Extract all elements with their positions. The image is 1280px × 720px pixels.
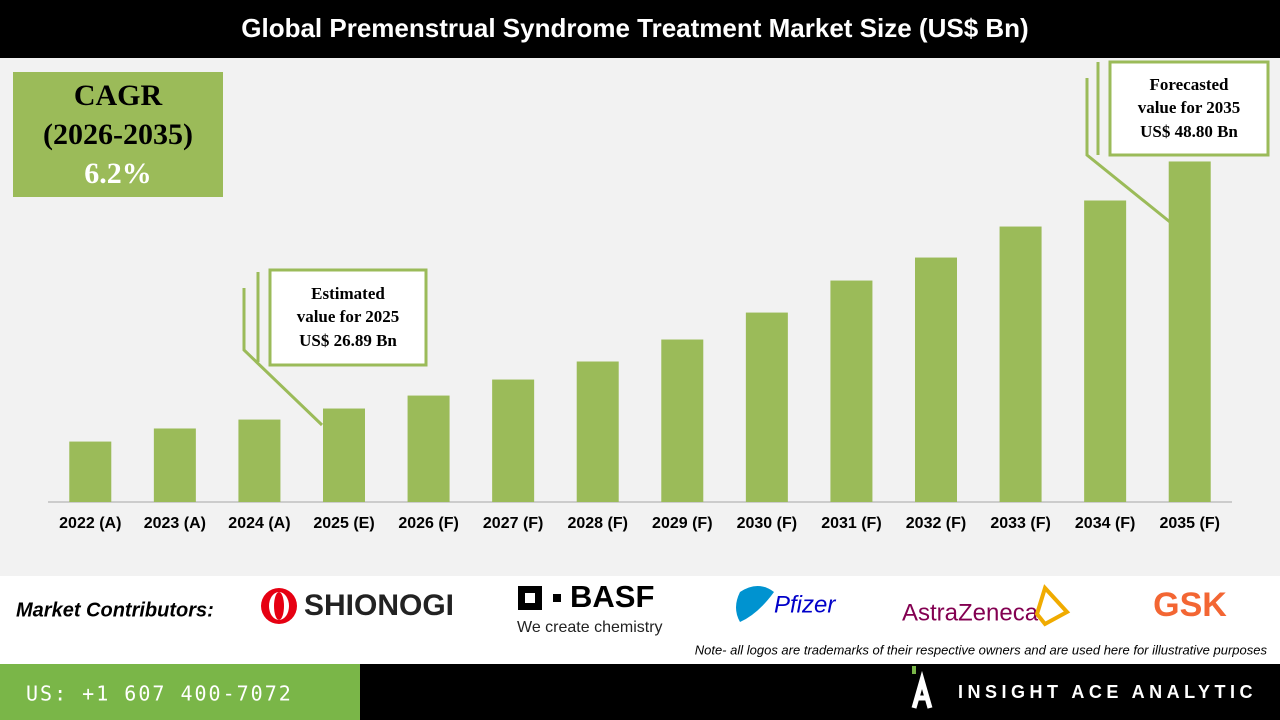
x-tick-label: 2031 (F): [821, 515, 881, 532]
x-tick-label: 2023 (A): [144, 515, 206, 532]
bar: [492, 379, 535, 502]
annotation: US$ 26.89 Bn: [299, 331, 397, 350]
logo-bg: [1135, 576, 1245, 636]
annotation: Estimated: [311, 284, 385, 303]
logo-mark: [274, 592, 284, 620]
brand: INSIGHT ACE ANALYTIC: [958, 682, 1257, 702]
logo-mark: [525, 593, 535, 603]
x-tick-label: 2027 (F): [483, 515, 543, 532]
x-tick-label: 2035 (F): [1159, 515, 1219, 532]
bar: [69, 441, 112, 502]
bar: [323, 408, 365, 502]
x-tick-label: 2033 (F): [990, 515, 1050, 532]
note: Note- all logos are trademarks of their …: [695, 642, 1268, 657]
bar: [745, 312, 788, 502]
x-tick-label: 2025 (E): [313, 515, 374, 532]
contributors-label: Market Contributors:: [16, 599, 214, 621]
bars: 2022 (A) 2023 (A) 2024 (A) 2025 (E) 2026 (F)…: [59, 161, 1220, 532]
bar: [238, 419, 281, 502]
callout-line: [242, 288, 324, 427]
callout-line: [1085, 78, 1171, 224]
x-tick-label: 2034 (F): [1075, 515, 1135, 532]
logo-basf: BASF: [570, 579, 654, 614]
bar: [1168, 161, 1211, 502]
contributors-bg: [0, 576, 1280, 664]
bar: [999, 226, 1042, 502]
bar: [576, 361, 619, 502]
logo-shionogi: SHIONOGI: [304, 589, 454, 622]
x-tick-label: 2030 (F): [737, 515, 797, 532]
logo-mark: [553, 594, 561, 602]
bar: [407, 395, 450, 502]
bar: [1084, 200, 1127, 502]
brand-icon: [912, 666, 916, 674]
title: Global Premenstrual Syndrome Treatment M…: [241, 13, 1028, 43]
annotation: value for 2035: [1138, 98, 1241, 117]
x-tick-label: 2022 (A): [59, 515, 121, 532]
cagr-value: 6.2%: [84, 157, 152, 190]
logo-pfizer: Pfizer: [774, 591, 836, 618]
logo-mark: [1034, 584, 1071, 627]
bar: [830, 280, 873, 502]
phone: US: +1 607 400-7072: [26, 682, 293, 706]
bar: [153, 428, 196, 502]
cagr-period: (2026-2035): [43, 118, 193, 151]
x-tick-label: 2024 (A): [228, 515, 290, 532]
x-tick-label: 2032 (F): [906, 515, 966, 532]
annotation-box: [268, 268, 428, 367]
bar: [915, 257, 957, 502]
cagr-box: [13, 72, 223, 197]
x-tick-label: 2028 (F): [567, 515, 627, 532]
brand-icon: [911, 670, 933, 709]
x-tick-label: 2029 (F): [652, 515, 712, 532]
logo-gsk: GSK: [1153, 586, 1227, 624]
annotation: value for 2025: [297, 307, 400, 326]
logo-mark: [736, 586, 774, 622]
x-tick-label: 2026 (F): [398, 515, 458, 532]
annotation: Forecasted: [1150, 75, 1230, 94]
bar: [661, 339, 704, 502]
logo-astrazeneca: AstraZeneca: [902, 599, 1039, 626]
annotation-box: [1108, 60, 1270, 157]
cagr-label: CAGR: [74, 79, 163, 112]
annotation: US$ 48.80 Bn: [1140, 122, 1238, 141]
footer-brand-bg: [360, 664, 1280, 720]
footer-phone-bg: [0, 664, 360, 720]
title-bar: [0, 0, 1280, 58]
logo-basf-tagline: We create chemistry: [517, 619, 663, 636]
